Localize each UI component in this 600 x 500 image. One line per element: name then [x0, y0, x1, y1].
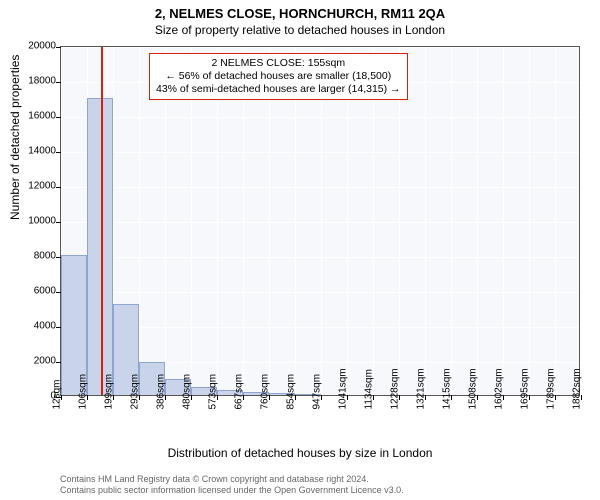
ytick-label: 2000: [6, 356, 56, 367]
x-axis-label: Distribution of detached houses by size …: [0, 446, 600, 460]
ytick-label: 4000: [6, 321, 56, 332]
ytick-label: 14000: [6, 146, 56, 157]
chart-title: 2, NELMES CLOSE, HORNCHURCH, RM11 2QA: [0, 0, 600, 21]
gridline-v: [139, 47, 140, 395]
ytick-label: 20000: [6, 41, 56, 52]
ytick-label: 18000: [6, 76, 56, 87]
plot-area: 2 NELMES CLOSE: 155sqm ← 56% of detached…: [60, 46, 580, 396]
gridline-v: [451, 47, 452, 395]
attribution-line2: Contains public sector information licen…: [60, 485, 404, 496]
ytick-label: 10000: [6, 216, 56, 227]
ytick-label: 0: [6, 391, 56, 402]
gridline-v: [581, 47, 582, 395]
gridline-v: [425, 47, 426, 395]
attribution-line1: Contains HM Land Registry data © Crown c…: [60, 474, 404, 485]
property-size-chart: 2, NELMES CLOSE, HORNCHURCH, RM11 2QA Si…: [0, 0, 600, 500]
annotation-line3: 43% of semi-detached houses are larger (…: [156, 83, 401, 96]
ytick-label: 6000: [6, 286, 56, 297]
ytick-label: 8000: [6, 251, 56, 262]
annotation-box: 2 NELMES CLOSE: 155sqm ← 56% of detached…: [149, 53, 408, 100]
gridline-v: [503, 47, 504, 395]
gridline-v: [477, 47, 478, 395]
ytick-label: 12000: [6, 181, 56, 192]
gridline-v: [529, 47, 530, 395]
gridline-v: [555, 47, 556, 395]
annotation-line1: 2 NELMES CLOSE: 155sqm: [156, 57, 401, 70]
chart-subtitle: Size of property relative to detached ho…: [0, 21, 600, 37]
annotation-line2: ← 56% of detached houses are smaller (18…: [156, 70, 401, 83]
marker-line: [101, 47, 103, 395]
ytick-label: 16000: [6, 111, 56, 122]
attribution: Contains HM Land Registry data © Crown c…: [60, 474, 404, 496]
